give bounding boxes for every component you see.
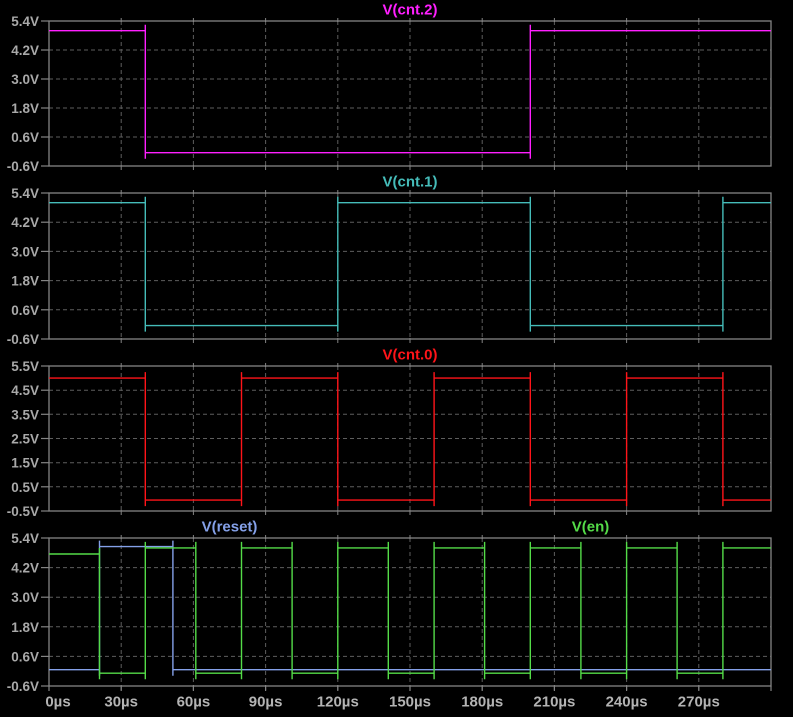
y-tick-label: 5.5V (11, 359, 39, 374)
trace-label-v-cnt-1[interactable]: V(cnt.1) (382, 174, 437, 191)
x-tick-label: 90µs (249, 694, 283, 711)
trace-v-cnt-0 (49, 372, 771, 507)
y-tick-label: 1.8V (11, 274, 39, 289)
y-tick-label: 5.4V (11, 531, 39, 546)
pane-4[interactable] (41, 535, 772, 690)
x-tick-label: 150µs (389, 694, 431, 711)
trace-v-en (49, 541, 771, 680)
y-tick-label: -0.6V (7, 332, 39, 347)
y-tick-label: 3.5V (11, 407, 39, 422)
y-tick-label: 1.5V (11, 456, 39, 471)
y-tick-label: -0.6V (7, 159, 39, 174)
y-tick-label: 5.4V (11, 14, 39, 29)
trace-label-v-en[interactable]: V(en) (572, 519, 610, 536)
x-tick-label: 0µs (45, 694, 70, 711)
trace-label-v-cnt-2[interactable]: V(cnt.2) (382, 2, 437, 19)
trace-v-cnt-2 (49, 24, 771, 159)
x-tick-label: 240µs (606, 694, 648, 711)
y-tick-label: 3.0V (11, 244, 39, 259)
y-tick-label: 1.8V (11, 620, 39, 635)
y-tick-label: 3.0V (11, 72, 39, 87)
trace-v-reset (49, 540, 771, 676)
trace-label-v-reset[interactable]: V(reset) (202, 519, 258, 536)
y-tick-label: 4.2V (11, 43, 39, 58)
y-tick-label: 4.2V (11, 561, 39, 576)
y-tick-label: 0.6V (11, 649, 39, 664)
y-tick-label: -0.5V (7, 504, 39, 519)
x-tick-label: 120µs (317, 694, 359, 711)
x-tick-label: 30µs (104, 694, 138, 711)
pane-2[interactable] (41, 190, 772, 343)
trace-v-cnt-1 (49, 196, 771, 332)
x-tick-label: 60µs (177, 694, 211, 711)
y-tick-label: 1.8V (11, 101, 39, 116)
y-tick-label: 4.2V (11, 215, 39, 230)
y-tick-label: 0.6V (11, 130, 39, 145)
pane-3[interactable] (41, 363, 772, 515)
x-tick-label: 210µs (533, 694, 575, 711)
y-tick-label: 5.4V (11, 186, 39, 201)
y-tick-label: 0.6V (11, 303, 39, 318)
y-tick-label: 4.5V (11, 383, 39, 398)
y-tick-label: 3.0V (11, 590, 39, 605)
y-tick-label: 0.5V (11, 480, 39, 495)
trace-label-v-cnt-0[interactable]: V(cnt.0) (382, 347, 437, 364)
pane-1[interactable] (41, 18, 772, 170)
y-tick-label: -0.6V (7, 679, 39, 694)
x-tick-label: 180µs (461, 694, 503, 711)
x-tick-label: 270µs (678, 694, 720, 711)
y-tick-label: 2.5V (11, 432, 39, 447)
